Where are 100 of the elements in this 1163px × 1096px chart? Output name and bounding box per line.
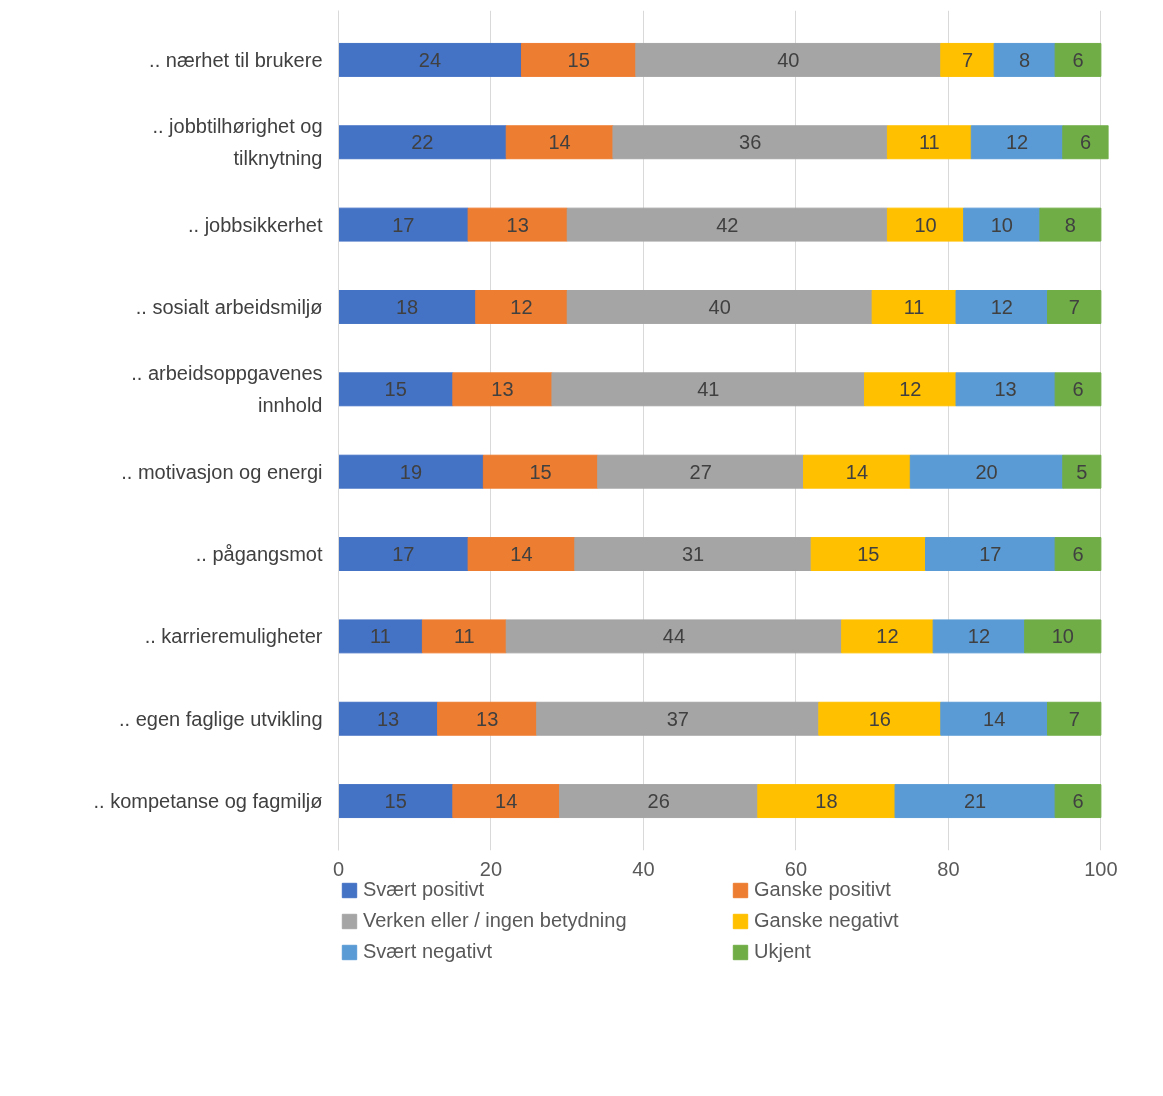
bar — [864, 372, 957, 407]
bar — [338, 537, 469, 571]
y-tick-label: .. jobbtilhørighet og tilknytning — [152, 115, 323, 170]
data-label: 7 — [1068, 707, 1080, 730]
data-label: 21 — [963, 790, 987, 813]
data-label: 14 — [495, 790, 518, 813]
data-label: 13 — [476, 707, 499, 730]
bar — [421, 619, 507, 654]
data-label: 11 — [370, 625, 391, 648]
y-tick-label: .. karrieremuligheter — [144, 625, 323, 648]
data-label: 18 — [815, 790, 838, 813]
bar — [955, 290, 1049, 324]
y-tick-label: .. pågangsmot — [195, 543, 323, 566]
bar — [803, 454, 911, 489]
data-label: 11 — [918, 131, 940, 154]
bar — [886, 207, 965, 242]
bar — [932, 619, 1026, 654]
data-label: 10 — [990, 213, 1013, 236]
data-label: 37 — [666, 707, 689, 730]
data-label: 13 — [506, 213, 529, 236]
y-tick-label: .. jobbsikkerhet — [187, 213, 323, 236]
x-tick-label: 20 — [479, 857, 503, 880]
data-label: 12 — [876, 625, 899, 648]
bar — [1039, 207, 1102, 242]
data-label: 13 — [376, 707, 400, 730]
data-label: 14 — [845, 460, 869, 483]
data-label: 12 — [990, 295, 1013, 318]
data-label: 6 — [1080, 131, 1092, 154]
bar — [940, 701, 1049, 736]
data-label: 20 — [975, 460, 998, 483]
legend-label: Ukjent — [754, 940, 812, 963]
data-label: 40 — [777, 48, 800, 71]
bar — [505, 619, 843, 654]
data-label: 15 — [567, 48, 590, 71]
data-label: 6 — [1072, 790, 1084, 813]
bar — [467, 537, 576, 571]
bar — [536, 701, 820, 736]
bar — [338, 290, 477, 324]
y-tick-label: .. egen faglige utvikling — [119, 707, 323, 730]
data-label: 12 — [1005, 131, 1029, 154]
bar — [993, 42, 1056, 77]
data-label: 10 — [1051, 625, 1074, 648]
bar — [505, 125, 614, 160]
bar — [566, 207, 888, 242]
bar — [757, 784, 896, 819]
data-label: 16 — [868, 707, 891, 730]
bar — [1062, 125, 1109, 160]
bar — [338, 619, 423, 654]
bar — [475, 290, 568, 324]
legend-label: Ganske negativt — [754, 909, 900, 932]
bar — [894, 784, 1056, 819]
data-label: 19 — [399, 460, 423, 483]
data-label: 31 — [681, 543, 705, 566]
data-label: 42 — [716, 213, 739, 236]
bar — [338, 372, 454, 407]
bar — [437, 701, 538, 736]
data-label: 15 — [529, 460, 552, 483]
data-label: 6 — [1072, 378, 1084, 401]
bar — [955, 372, 1056, 407]
data-label: 13 — [994, 378, 1017, 401]
data-label: 36 — [739, 131, 762, 154]
bar — [818, 701, 942, 736]
bar — [551, 372, 866, 407]
data-label: 7 — [1068, 295, 1080, 318]
bar — [963, 207, 1041, 242]
bar — [1047, 290, 1102, 324]
bar — [338, 784, 454, 819]
bar — [970, 125, 1064, 160]
bar — [338, 207, 469, 242]
bar — [452, 372, 553, 407]
data-label: 15 — [857, 543, 880, 566]
data-label: 10 — [914, 213, 937, 236]
data-label: 44 — [662, 625, 686, 648]
data-label: 12 — [899, 378, 922, 401]
bar — [1054, 42, 1102, 77]
bar — [612, 125, 888, 160]
bar — [940, 42, 995, 77]
data-label: 41 — [697, 378, 720, 401]
bar — [338, 454, 484, 489]
y-tick-label: .. arbeidsoppgavenes innhold — [131, 362, 323, 417]
bar — [1047, 701, 1102, 736]
bar — [909, 454, 1064, 489]
data-label: 11 — [903, 295, 925, 318]
data-label: 40 — [708, 295, 731, 318]
bar — [338, 125, 507, 160]
x-tick-label: 40 — [632, 857, 655, 880]
bar — [338, 42, 522, 77]
legend-label: Svært negativt — [363, 940, 493, 963]
bar — [338, 701, 439, 736]
data-label: 13 — [491, 378, 514, 401]
y-tick-label: .. sosialt arbeidsmiljø — [135, 295, 323, 318]
bar — [925, 537, 1056, 571]
data-label: 11 — [453, 625, 475, 648]
bar — [871, 290, 957, 324]
legend-label: Ganske positivt — [754, 878, 892, 901]
data-label: 12 — [967, 625, 991, 648]
x-tick-label: 60 — [784, 857, 808, 880]
bar — [886, 125, 972, 160]
y-tick-label: .. motivasjon og energi — [121, 460, 323, 483]
data-label: 14 — [548, 131, 571, 154]
